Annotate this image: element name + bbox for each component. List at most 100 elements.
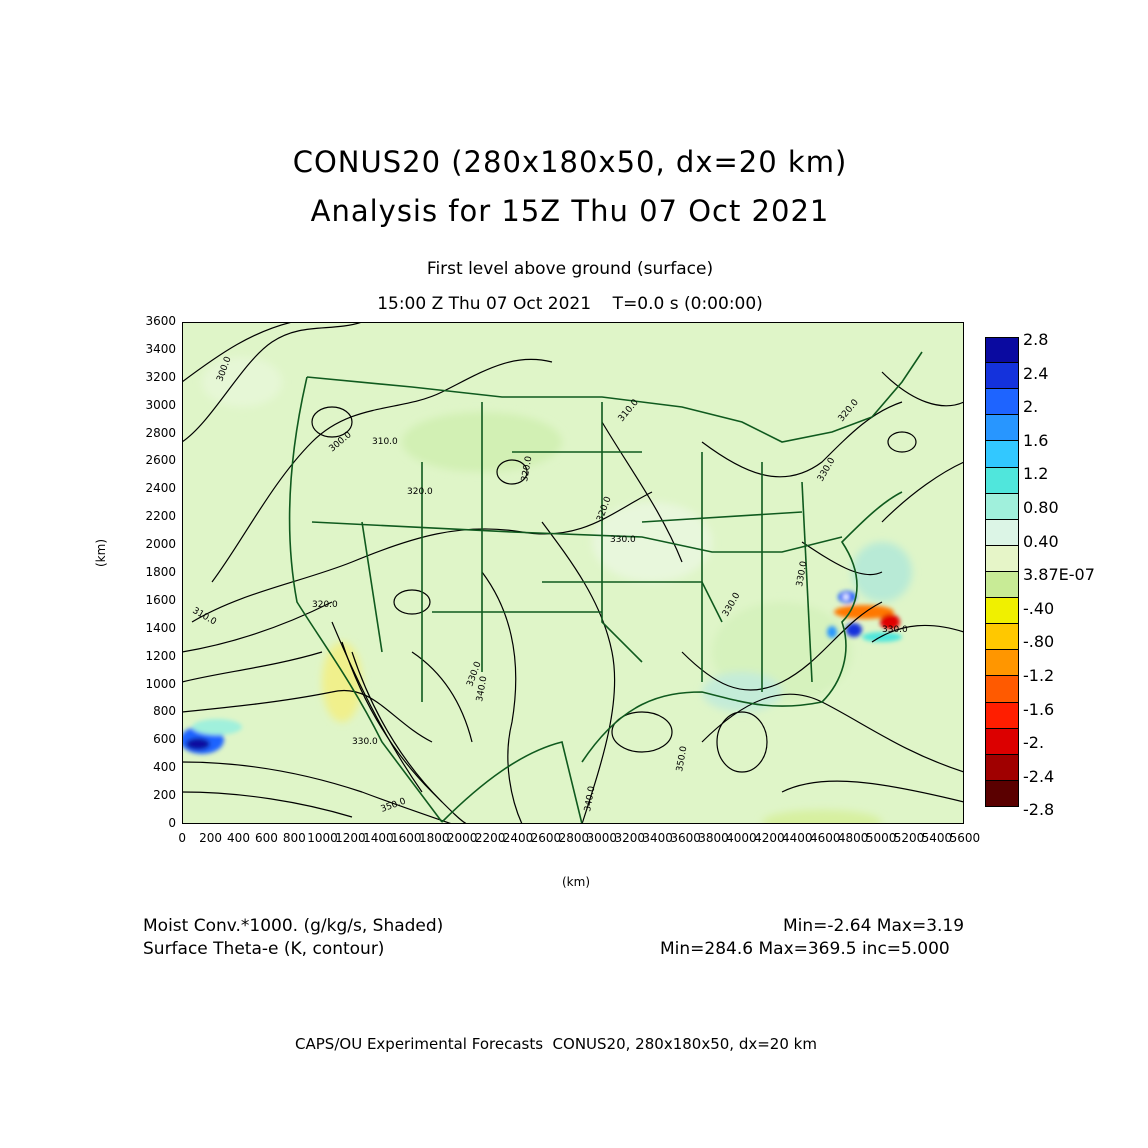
contour-label: 320.0 [407,487,433,497]
x-tick-label: 3800 [698,831,729,845]
legend-label: -2.8 [1023,800,1055,820]
legend-swatch [985,702,1019,729]
y-tick-label: 600 [153,732,176,747]
x-tick-label: 3600 [670,831,701,845]
x-tick-label: 4800 [837,831,869,845]
title-line1: CONUS20 (280x180x50, dx=20 km) [292,145,848,179]
x-tick-label: 5200 [893,831,925,845]
y-tick-label: 2000 [145,537,176,552]
legend-swatch [985,545,1019,572]
y-tick-label: 3000 [145,397,176,412]
x-tick-label: 1600 [391,831,422,845]
y-tick-label: 0 [168,816,176,830]
y-axis-label: (km) [94,538,108,567]
contour-label: 320.0 [520,455,534,482]
x-tick-label: 600 [254,831,278,845]
legend-label: 1.6 [1023,430,1049,450]
x-tick-label: 4200 [754,831,785,845]
x-tick-label: 3400 [642,831,673,845]
legend-label: -1.2 [1023,666,1055,685]
x-tick-label: 5400 [921,831,953,845]
x-tick-label: 5600 [949,831,981,845]
x-axis-label: (km) [562,875,591,889]
legend-swatch [985,467,1019,494]
y-tick-label: 2200 [145,509,176,524]
y-tick-label: 3400 [145,341,176,356]
legend-label: 0.80 [1023,498,1059,517]
level-subtitle: First level above ground (surface) [426,259,714,279]
legend-label: 0.40 [1023,531,1059,551]
x-tick-label: 800 [282,831,306,845]
y-tick-label: 1400 [145,620,176,635]
contour-label: 320.0 [312,600,338,610]
x-tick-label: 400 [227,831,250,845]
credit-line: CAPS/OU Experimental Forecasts CONUS20, … [295,1035,817,1053]
legend-label: -1.6 [1023,699,1055,719]
legend-swatch [985,363,1019,390]
legend-label: -.40 [1023,598,1055,618]
legend-label: 2.8 [1023,330,1049,349]
legend-label: 2.4 [1023,363,1049,383]
legend-swatch [985,337,1019,364]
x-tick-label: 3000 [586,831,618,845]
legend-swatch [985,519,1019,546]
contour-label: 340.0 [475,675,489,702]
legend-label: 2. [1023,397,1039,417]
x-tick-label: 1400 [363,831,394,845]
title-line2: Analysis for 15Z Thu 07 Oct 2021 [310,194,830,228]
legend-swatch [985,441,1019,468]
y-tick-label: 1800 [145,565,176,579]
map-background [182,322,964,824]
legend-swatch [985,728,1019,755]
y-tick-label: 1000 [145,676,176,691]
storm-shading [182,591,902,754]
x-tick-label: 4000 [726,831,757,845]
y-tick-label: 800 [153,704,176,719]
legend-label: 1.2 [1023,464,1049,484]
legend-label: -2.4 [1023,766,1055,786]
x-tick-label: 2400 [502,831,534,845]
contour-label: 330.0 [352,737,378,747]
legend-swatch [985,415,1019,442]
legend-label: 3.87E-07 [1023,565,1095,585]
y-tick-label: 1600 [145,592,176,607]
legend-swatch [985,676,1019,703]
x-tick-label: 2200 [474,831,506,845]
contour-label: 330.0 [882,625,908,635]
contour-label: 340.0 [583,785,597,812]
x-tick-label: 2000 [446,831,478,845]
legend-swatch [985,389,1019,416]
x-tick-label: 1200 [335,831,366,845]
y-tick-label: 2800 [145,425,176,440]
contour-field-label: Surface Theta-e (K, contour) [143,939,385,959]
x-tick-label: 2600 [530,831,562,845]
shaded-field [202,357,912,824]
contour-label: 330.0 [795,560,809,587]
x-tick-label: 4600 [809,831,841,845]
contour-label: 330.0 [610,535,636,545]
contour-label: 350.0 [675,745,689,772]
shaded-minmax: Min=-2.64 Max=3.19 [783,916,965,936]
x-tick-label: 1000 [307,831,338,845]
legend-swatch [985,572,1019,599]
x-tick-label: 0 [178,831,187,845]
legend-swatch [985,650,1019,677]
map-plot: 300.0 300.0 310.0 320.0 320.0 320.0 330.… [182,322,964,824]
legend-swatch [985,780,1019,807]
x-tick-label: 5000 [865,831,897,845]
legend-label: -.80 [1023,632,1055,652]
x-tick-label: 200 [199,831,223,845]
y-tick-label: 1200 [145,648,176,663]
y-tick-label: 3600 [145,314,176,328]
x-tick-label: 1800 [418,831,450,845]
contour-label: 310.0 [372,437,398,447]
y-tick-label: 200 [153,788,176,803]
contour-minmax: Min=284.6 Max=369.5 inc=5.000 [660,939,950,959]
legend-label: -2. [1023,733,1045,753]
x-tick-label: 3200 [614,831,645,845]
x-tick-label: 4400 [782,831,813,845]
legend-swatch [985,598,1019,625]
shaded-field-label: Moist Conv.*1000. (g/kg/s, Shaded) [143,916,444,936]
x-tick-label: 2800 [558,831,590,845]
time-subtitle: 15:00 Z Thu 07 Oct 2021 T=0.0 s (0:00:00… [377,294,763,314]
